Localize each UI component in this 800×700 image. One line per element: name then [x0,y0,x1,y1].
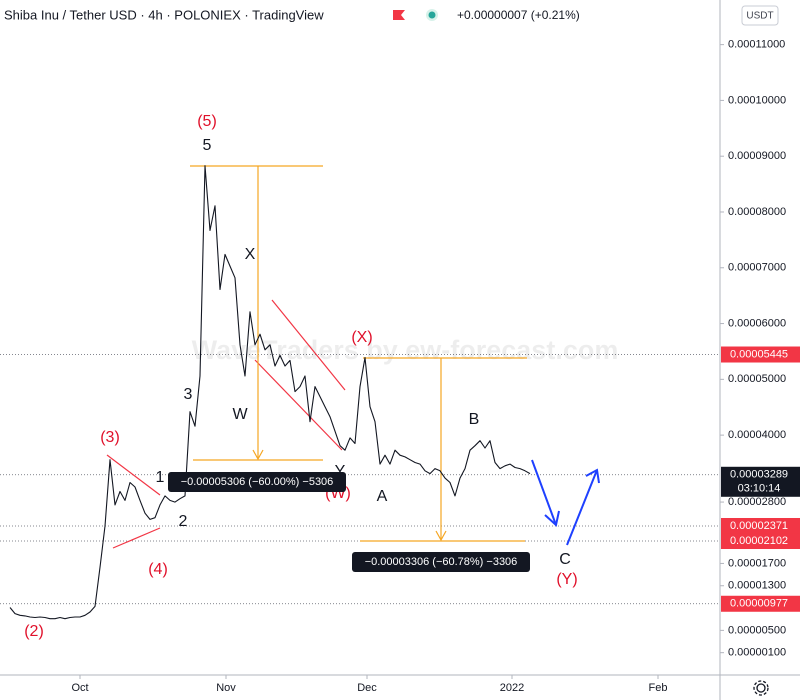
watermark: WaveTraders by ew-forecast.com [192,335,619,365]
price-label-box [721,517,800,534]
arrow-head [544,510,560,527]
y-tick-label: 0.00001300 [728,580,786,592]
wave-label: A [377,488,388,505]
measure-tool [190,165,323,461]
wave-label: C [559,551,571,568]
x-tick-label: 2022 [500,682,524,694]
arrow-head [585,468,600,484]
wave-label: (X) [351,329,372,346]
measure-text: −0.00003306 (−60.78%) −3306 [365,556,518,568]
countdown: 03:10:14 [738,483,781,495]
price-change: +0.00000007 (+0.21%) [457,8,580,22]
measure-label: −0.00003306 (−60.78%) −3306 [352,552,530,572]
flag-icon [393,10,405,20]
trend-line [254,359,343,451]
price-label: 0.00000977 [730,598,788,610]
trend-line [106,454,161,496]
currency-label: USDT [746,11,773,22]
y-tick-label: 0.00008000 [728,206,786,218]
measure-label: −0.00005306 (−60.00%) −5306 [168,472,346,492]
price-label-box [721,346,800,363]
trend-line [112,527,161,549]
wave-label: 1 [156,469,165,486]
price-label-box [721,533,800,550]
time-axis [0,675,800,700]
status-dot [428,11,436,19]
price-label: 0.00002371 [730,520,788,532]
y-tick-label: 0.00004000 [728,429,786,441]
y-tick-label: 0.00001700 [728,557,786,569]
triangle [106,454,161,549]
wave-label: (Y) [556,571,577,588]
y-tick-label: 0.00005000 [728,373,786,385]
wave-label: (4) [148,561,168,578]
wedge [254,299,346,451]
wave-label: (5) [197,113,217,130]
price-label-box [721,466,800,497]
price-label-box [721,595,800,612]
arrow-down [531,459,557,526]
y-tick-label: 0.00006000 [728,317,786,329]
wave-label: (2) [24,623,44,640]
header: Shiba Inu / Tether USD · 4h · POLONIEX ·… [4,5,779,696]
y-tick-label: 0.00002800 [728,496,786,508]
price-label: 0.00002102 [730,535,788,547]
wave-label: X [245,246,256,263]
wave-label: 2 [179,513,188,530]
measure-arrow [252,449,264,461]
price-label: 0.00005445 [730,348,788,360]
label-box [168,472,346,492]
currency-button[interactable] [741,5,779,26]
wave-label: (3) [100,429,120,446]
x-tick-label: Feb [649,682,668,694]
y-tick-label: 0.00010000 [728,94,786,106]
y-tick-label: 0.00000500 [728,624,786,636]
wave-label: B [469,411,480,428]
plot [9,165,531,620]
y-tick-label: 0.00007000 [728,262,786,274]
projection [531,459,600,546]
settings-icon[interactable] [753,680,769,696]
arrow-up [566,469,598,546]
label-box [352,552,530,572]
wave-label: 5 [203,137,212,154]
axis-layer: 0.00011000 0.00010000 0.00009000 0.00008000… [71,39,800,694]
drawings [106,165,600,549]
x-tick-label: Dec [357,682,377,694]
x-tick-label: Nov [216,682,236,694]
wave-label: 3 [184,386,193,403]
y-tick-label: 0.00000100 [728,647,786,659]
wave-label: Y [335,463,346,480]
price-line [9,165,531,620]
y-tick-label: 0.00009000 [728,150,786,162]
price-label: 0.00003289 [730,469,788,481]
measure-tool [360,357,527,542]
measure-text: −0.00005306 (−60.00%) −5306 [181,476,334,488]
y-tick-label: 0.00011000 [728,39,785,51]
wave-label: W [232,406,248,423]
chart-title: Shiba Inu / Tether USD · 4h · POLONIEX ·… [4,7,324,22]
trend-line [271,299,346,391]
x-tick-label: Oct [71,682,88,694]
measure-arrow [435,530,447,542]
